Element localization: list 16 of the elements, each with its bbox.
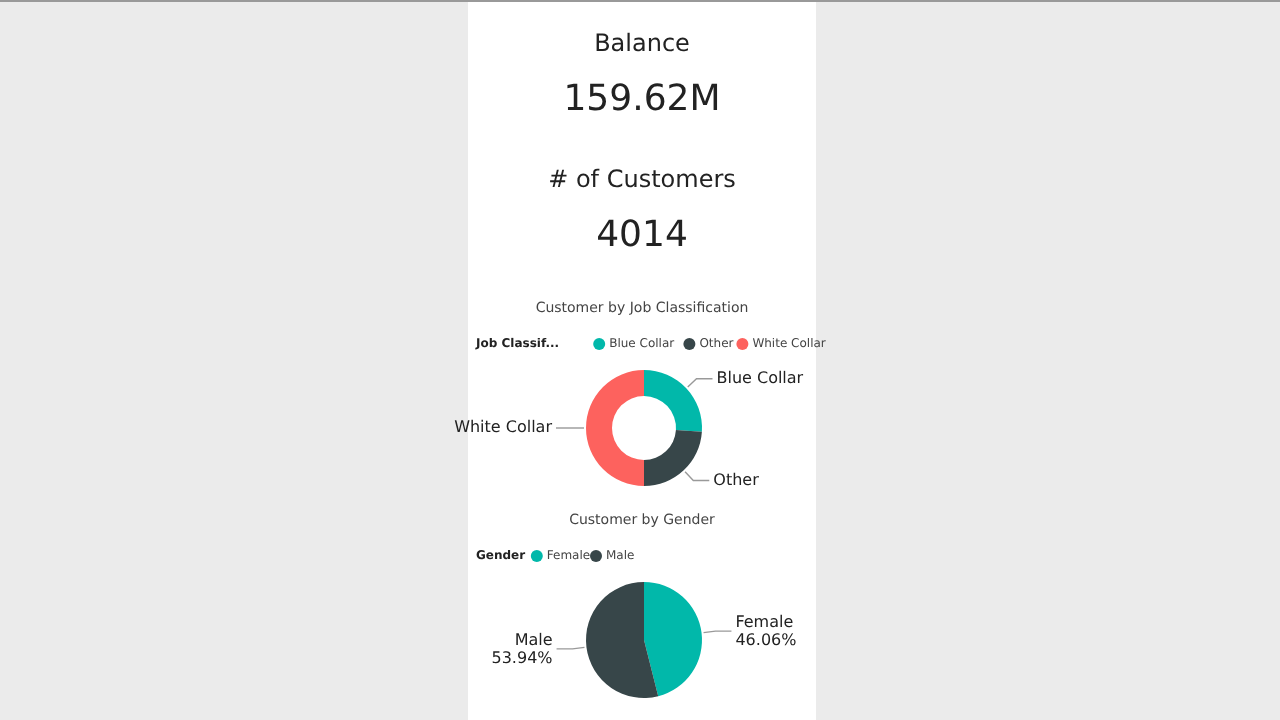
- text: # of Customers: [548, 164, 736, 193]
- slice-label: Blue Collar: [716, 369, 805, 388]
- slice-label: Other: [713, 470, 761, 489]
- pie-slice: [644, 582, 702, 697]
- donut-slice: [586, 370, 644, 486]
- donut-slice: [644, 430, 702, 486]
- text: 159.62M: [563, 77, 721, 120]
- slice-label: Male: [514, 631, 553, 650]
- pie-slice: [586, 582, 659, 698]
- text: 4014: [596, 213, 688, 256]
- data-label: 46.06%: [735, 631, 798, 650]
- slice-label: Female: [735, 613, 794, 632]
- slice-label: White Collar: [454, 418, 554, 437]
- text: Balance: [594, 28, 690, 57]
- data-label: 53.94%: [491, 649, 554, 668]
- donut-slice: [644, 370, 702, 432]
